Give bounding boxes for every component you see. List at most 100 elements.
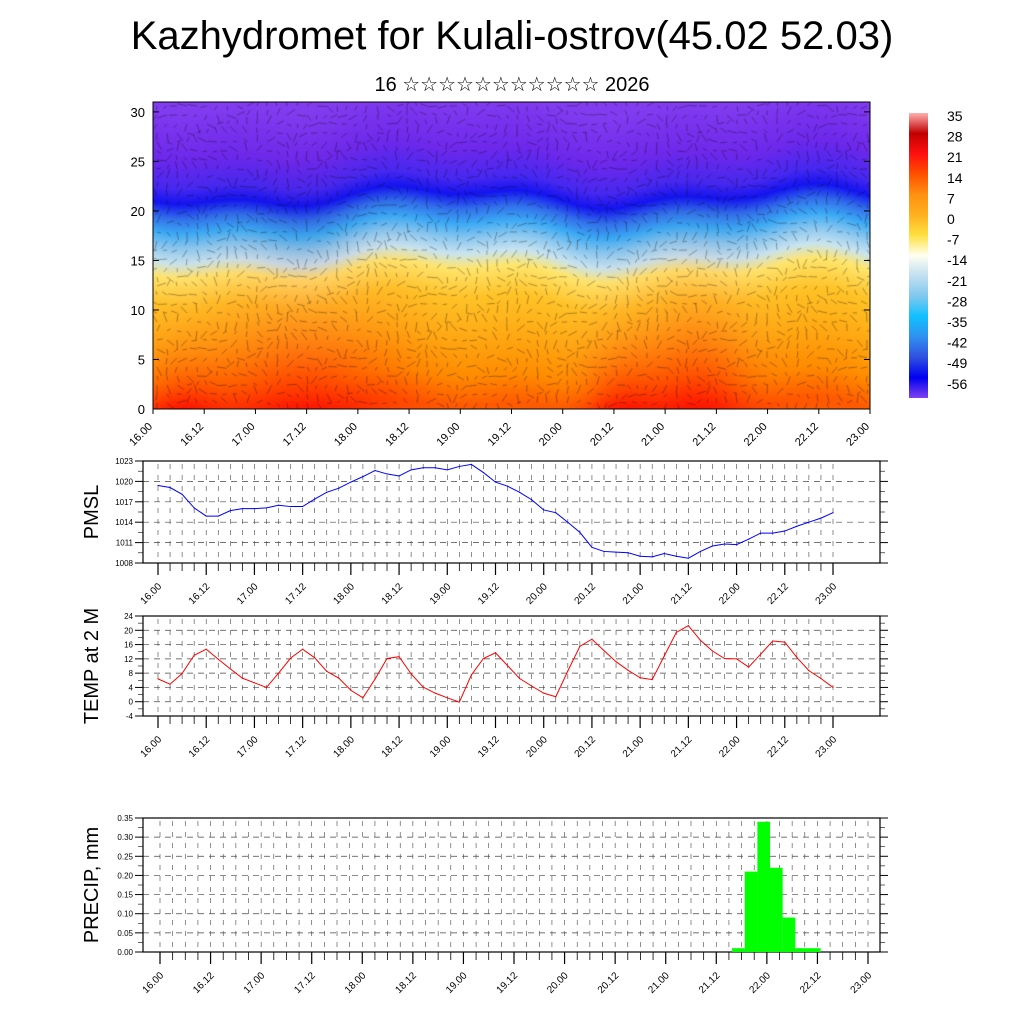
data-point <box>398 656 400 658</box>
data-point <box>748 538 750 540</box>
data-point <box>519 491 521 493</box>
colorbar-label: 0 <box>947 211 955 227</box>
x-tick-label: 22.12 <box>798 970 824 996</box>
x-tick-label: 19.12 <box>486 421 514 449</box>
data-point <box>193 654 195 656</box>
data-point <box>735 544 738 546</box>
x-tick-label: 22.12 <box>765 581 791 607</box>
y-tick-label: 1017 <box>115 498 133 507</box>
data-point <box>205 515 207 517</box>
data-point <box>772 532 774 534</box>
y-tick-label: 24 <box>124 612 133 621</box>
data-point <box>796 525 798 527</box>
x-tick-label: 19.12 <box>476 734 502 760</box>
data-point <box>494 652 497 654</box>
x-tick-label: 16.12 <box>191 970 217 996</box>
data-point <box>808 670 810 672</box>
data-point <box>543 692 545 694</box>
y-tick-label: 1020 <box>115 477 133 486</box>
colorbar-label: -7 <box>947 232 960 248</box>
x-tick-label: 23.00 <box>844 421 872 449</box>
data-point <box>591 546 593 548</box>
data-point <box>820 517 822 519</box>
data-point <box>326 670 328 672</box>
data-point <box>362 697 364 699</box>
data-point <box>567 670 569 672</box>
data-point <box>326 491 328 493</box>
y-axis-label: PRECIP, mm <box>81 827 103 943</box>
x-tick-label: 21.12 <box>697 970 723 996</box>
y-tick-label: -4 <box>126 712 134 721</box>
x-tick-label: 20.00 <box>537 421 565 449</box>
x-tick-label: 17.00 <box>242 970 268 996</box>
data-point <box>289 657 292 659</box>
data-point <box>555 696 557 698</box>
data-point <box>410 673 412 675</box>
x-tick-label: 17.00 <box>235 734 261 760</box>
data-point <box>422 686 424 688</box>
x-tick-label: 23.00 <box>814 734 840 760</box>
x-tick-label: 16.00 <box>127 421 155 449</box>
y-tick-label: 0.15 <box>117 891 133 900</box>
colorbar-label: 28 <box>947 129 963 145</box>
data-point <box>506 665 509 667</box>
x-tick-label: 19.12 <box>495 970 521 996</box>
colorbar-label: -28 <box>947 293 967 309</box>
y-tick-label: 20 <box>131 204 145 219</box>
data-point <box>482 657 485 660</box>
data-point <box>687 557 689 559</box>
data-point <box>832 686 834 689</box>
y-tick-label: 0.05 <box>117 929 133 938</box>
x-tick-label: 20.00 <box>545 970 571 996</box>
colorbar-label: -21 <box>947 273 967 289</box>
colorbar-label: 7 <box>947 190 955 206</box>
y-tick-label: 30 <box>131 105 145 120</box>
y-axis-label: TEMP at 2 M <box>81 608 103 724</box>
data-point <box>434 467 436 469</box>
data-point <box>663 655 665 657</box>
data-point <box>699 639 702 641</box>
x-tick-label: 20.12 <box>573 734 599 760</box>
data-point <box>169 486 171 489</box>
data-point <box>446 697 448 699</box>
data-point <box>748 666 750 668</box>
data-point <box>181 493 183 495</box>
panel-frame <box>142 460 881 564</box>
data-point <box>181 672 183 675</box>
data-point <box>350 481 352 483</box>
x-tick-label: 20.12 <box>573 581 599 607</box>
precip-bar <box>807 948 821 952</box>
data-point <box>193 507 195 509</box>
data-point <box>832 512 834 514</box>
data-point <box>567 521 569 523</box>
data-point <box>784 641 786 643</box>
x-tick-label: 21.12 <box>669 734 695 760</box>
data-point <box>314 657 316 659</box>
precip-bar <box>744 871 758 952</box>
data-point <box>675 631 677 634</box>
y-tick-label: 0 <box>138 402 145 417</box>
data-point <box>434 692 436 694</box>
data-point <box>386 657 388 660</box>
data-point <box>386 473 388 475</box>
data-point <box>277 672 280 674</box>
data-point <box>458 465 460 468</box>
x-tick-label: 20.00 <box>524 581 550 607</box>
x-tick-label: 19.00 <box>434 421 462 449</box>
data-point <box>253 508 256 510</box>
colorbar-label: -42 <box>947 335 967 351</box>
data-point <box>169 683 171 685</box>
data-point <box>675 555 677 557</box>
data-point <box>205 648 207 650</box>
y-tick-label: 0.35 <box>117 814 133 823</box>
x-tick-label: 21.00 <box>621 734 647 760</box>
x-tick-label: 17.00 <box>235 581 261 607</box>
x-tick-label: 16.00 <box>141 970 167 996</box>
x-tick-label: 16.12 <box>187 734 213 760</box>
data-point <box>796 656 798 659</box>
data-point <box>531 499 533 501</box>
data-point <box>627 669 629 671</box>
data-point <box>772 640 774 642</box>
data-point <box>241 677 243 679</box>
x-tick-label: 22.00 <box>742 421 770 449</box>
